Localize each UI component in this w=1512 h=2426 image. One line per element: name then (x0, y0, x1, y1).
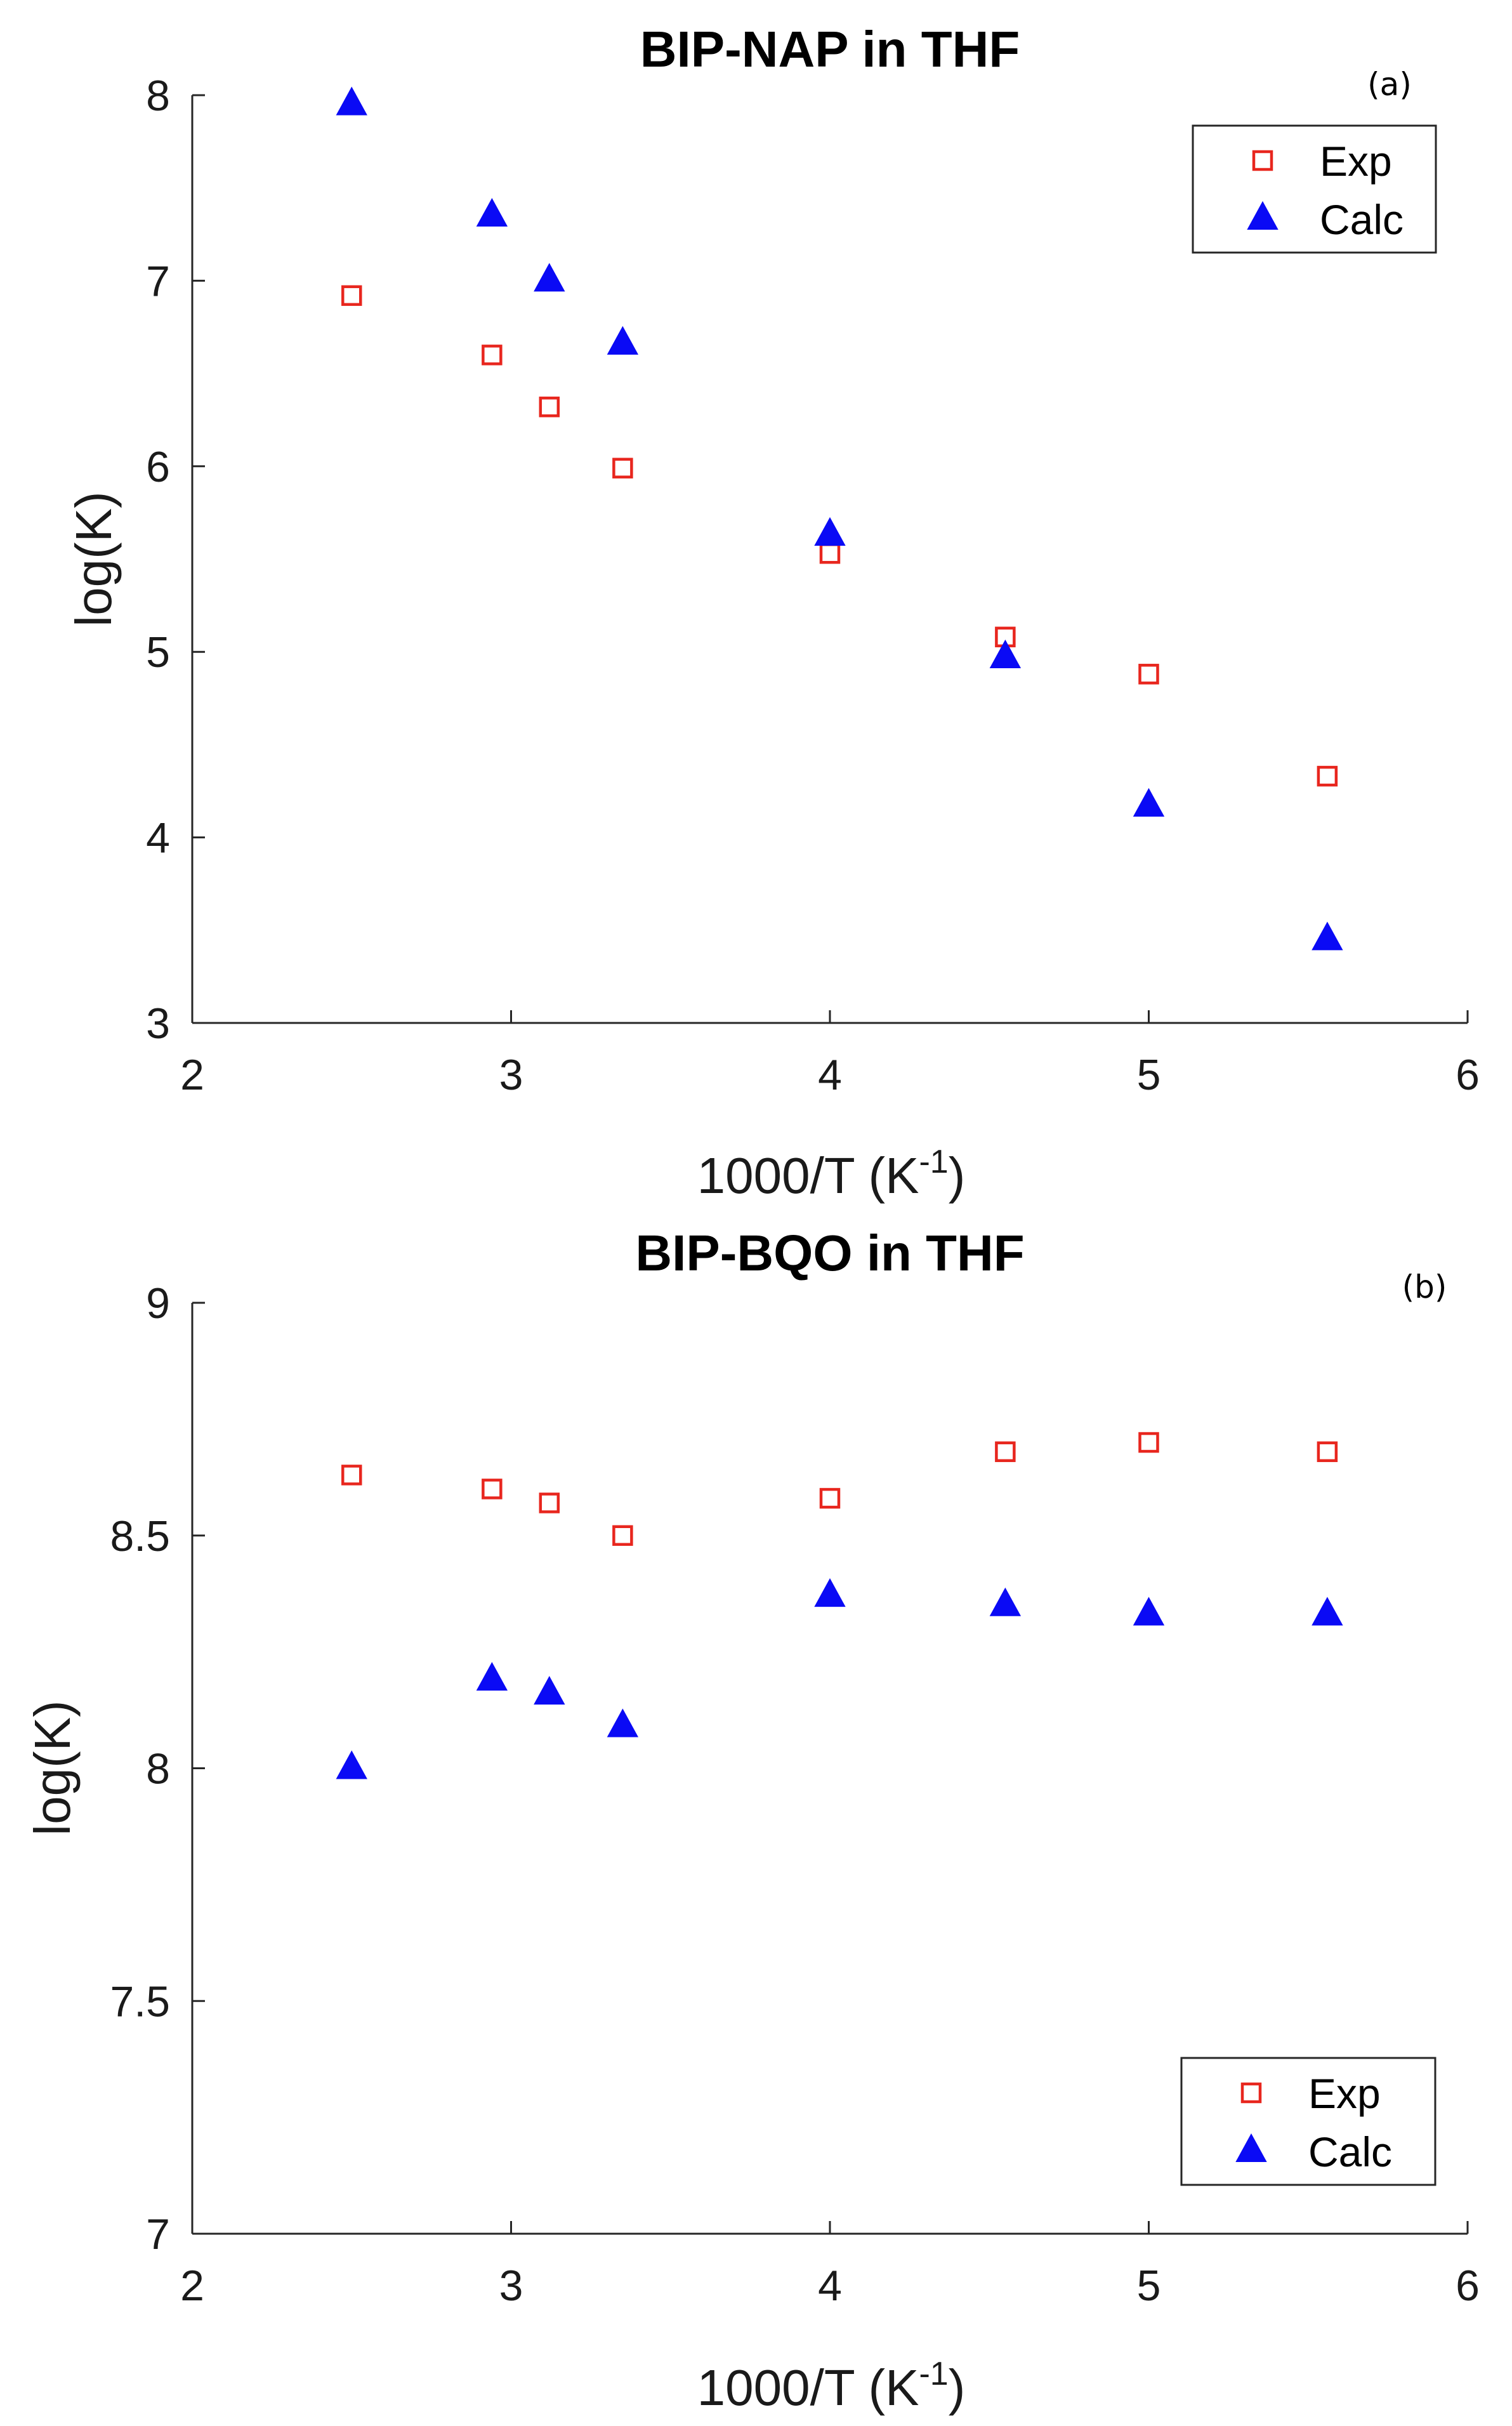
legend-box (1180, 2057, 1436, 2186)
x-axis-label-main: 1000/T (K (697, 1147, 919, 1204)
data-point-exp (1317, 1441, 1338, 1462)
data-point-calc (476, 1662, 508, 1691)
x-axis-label-main: 1000/T (K (697, 2359, 919, 2416)
data-point-exp (482, 1479, 503, 1500)
data-point-calc (607, 326, 639, 355)
data-point-exp (341, 285, 362, 307)
data-point-calc (336, 1750, 367, 1779)
data-point-calc (534, 1676, 565, 1705)
panel-label: (b) (1402, 1269, 1447, 1305)
series-exp (341, 285, 1338, 787)
y-tick-label: 5 (146, 628, 170, 676)
x-tick-label: 3 (499, 1051, 523, 1099)
x-axis-label-superscript: -1 (919, 2356, 948, 2392)
data-point-exp (1317, 765, 1338, 787)
chart-title: BIP-NAP in THF (640, 21, 1020, 77)
legend: Exp Calc (1180, 2057, 1436, 2186)
data-point-calc (1133, 788, 1165, 817)
y-tick-label: 8 (146, 1745, 170, 1793)
legend-label-exp: Exp (1320, 138, 1392, 185)
x-axis-label: 1000/T (K-1) (697, 1144, 966, 1204)
y-tick-label: 6 (146, 443, 170, 491)
series-calc (336, 1578, 1343, 1779)
legend-label-calc: Calc (1320, 196, 1404, 243)
x-tick-label: 6 (1456, 2262, 1480, 2310)
x-axis-label-end: ) (949, 1147, 966, 1204)
data-point-exp (539, 1493, 560, 1513)
data-point-calc (989, 639, 1022, 668)
series-calc (336, 86, 1343, 951)
x-tick-label: 2 (180, 1051, 204, 1099)
data-point-exp (612, 458, 633, 478)
data-point-calc (814, 1578, 846, 1607)
x-tick-label: 5 (1137, 1051, 1161, 1099)
y-tick-label: 9 (146, 1279, 170, 1328)
x-axis-label-end: ) (949, 2359, 966, 2416)
data-point-calc (989, 1587, 1022, 1616)
data-point-exp (819, 1487, 841, 1509)
y-tick-label: 8 (146, 72, 170, 120)
y-tick-label: 7 (146, 257, 170, 305)
x-tick-label: 4 (818, 1051, 842, 1099)
y-axis-label: log(K) (65, 491, 122, 626)
x-tick-label: 3 (499, 2262, 523, 2310)
y-tick-label: 7 (146, 2210, 170, 2258)
legend-box (1192, 124, 1437, 254)
data-point-calc (607, 1708, 639, 1737)
data-point-exp (819, 543, 841, 564)
data-point-exp (995, 1441, 1016, 1462)
data-point-calc (336, 86, 367, 115)
data-point-exp (539, 396, 560, 418)
legend-marker-calc (1247, 201, 1279, 230)
data-point-calc (814, 517, 846, 546)
legend-label-exp: Exp (1308, 2070, 1381, 2117)
y-tick-label: 7.5 (110, 1977, 170, 2026)
panel-label: (a) (1367, 66, 1412, 103)
data-point-exp (612, 1525, 633, 1546)
data-point-calc (1133, 1597, 1165, 1626)
legend-marker-calc (1235, 2133, 1267, 2162)
x-axis-label: 1000/T (K-1) (697, 2356, 966, 2416)
data-point-calc (1311, 921, 1343, 951)
y-tick-label: 8.5 (110, 1512, 170, 1560)
data-point-calc (476, 197, 508, 227)
chart-2: BIP-BQO in THF (b) 2 3 4 5 6 7 7.5 8 8.5 9 1000/T (K… (24, 1225, 1480, 2416)
data-point-exp (482, 345, 503, 366)
data-point-exp (1138, 1432, 1159, 1453)
x-tick-label: 4 (818, 2262, 842, 2310)
x-axis-label-superscript: -1 (919, 1144, 948, 1180)
data-point-calc (534, 263, 565, 292)
y-tick-label: 4 (146, 814, 170, 862)
data-point-exp (341, 1465, 362, 1486)
legend-marker-exp (1252, 150, 1273, 171)
chart-title: BIP-BQO in THF (635, 1225, 1024, 1281)
legend: Exp Calc (1192, 124, 1437, 254)
x-tick-label: 2 (180, 2262, 204, 2310)
series-exp (341, 1432, 1338, 1546)
legend-label-calc: Calc (1308, 2128, 1392, 2175)
y-tick-label: 3 (146, 999, 170, 1048)
data-point-exp (1138, 664, 1159, 685)
data-point-calc (1311, 1597, 1343, 1626)
y-axis-label: log(K) (24, 1700, 81, 1835)
x-tick-label: 6 (1456, 1051, 1480, 1099)
legend-marker-exp (1240, 2082, 1262, 2104)
x-tick-label: 5 (1137, 2262, 1161, 2310)
